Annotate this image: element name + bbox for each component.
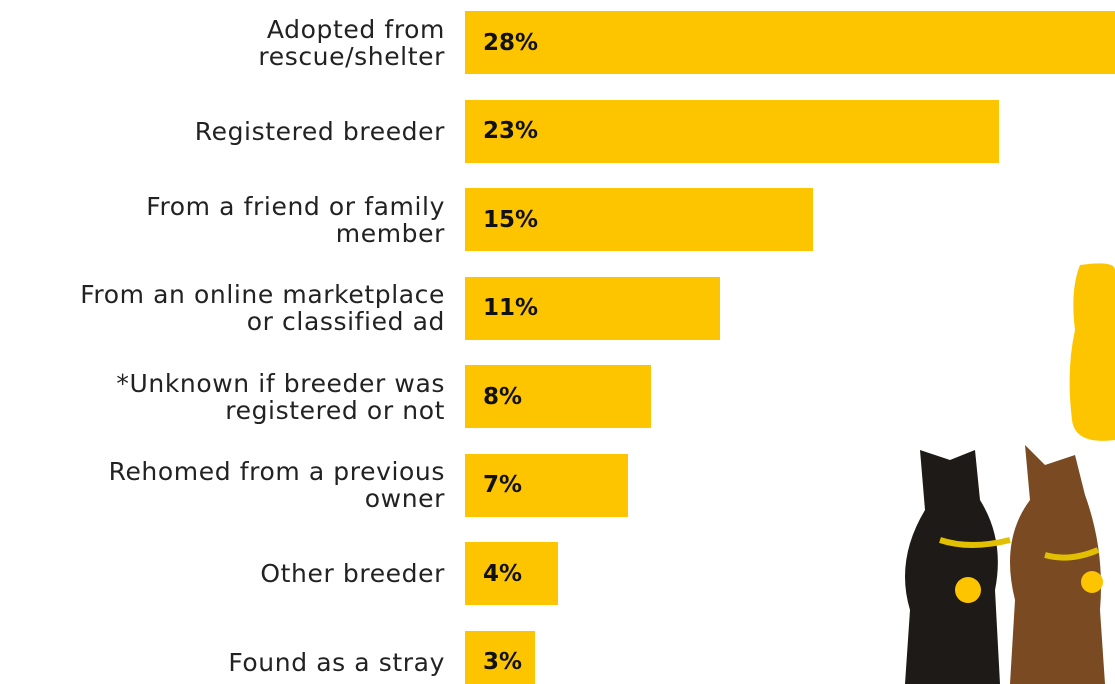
category-label: Rehomed from a previous owner	[108, 457, 445, 513]
category-label: Found as a stray	[228, 647, 445, 677]
bar	[465, 453, 628, 517]
bar	[465, 99, 999, 163]
bar	[465, 630, 535, 684]
puppies-illustration	[905, 263, 1115, 684]
category-label: Other breeder	[260, 559, 445, 588]
value-label: 8%	[483, 383, 523, 410]
category-label: Registered breeder	[194, 116, 445, 146]
bar	[465, 276, 721, 340]
category-label: *Unknown if breeder was registered or no…	[116, 368, 445, 425]
bar	[465, 188, 814, 251]
value-label: 7%	[483, 472, 523, 498]
value-label: 11%	[483, 295, 539, 321]
category-label: Adopted from rescue/shelter	[258, 14, 445, 71]
value-label: 3%	[483, 649, 523, 675]
bar	[465, 542, 558, 605]
value-label: 23%	[483, 118, 539, 144]
value-label: 15%	[483, 206, 539, 233]
category-label: From a friend or family member	[146, 191, 445, 248]
bar	[465, 11, 1115, 74]
value-label: 4%	[483, 560, 523, 587]
bar	[465, 365, 651, 428]
value-label: 28%	[483, 29, 539, 56]
category-label: From an online marketplace or classified…	[80, 280, 445, 336]
